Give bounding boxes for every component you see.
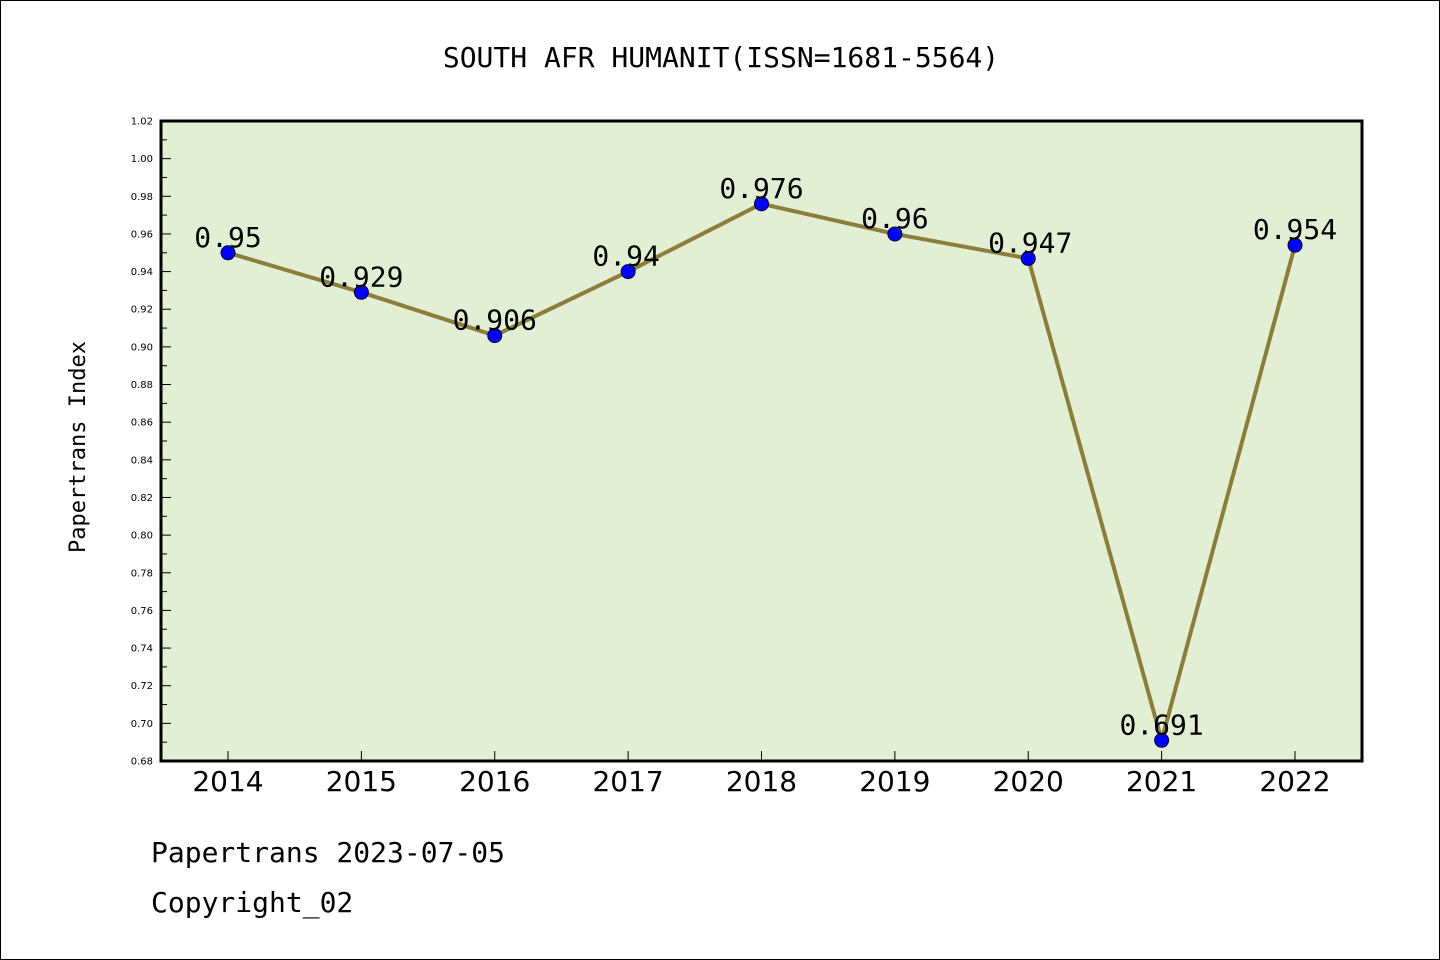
- plot-area: 0.68 0.70 0.72 0.74 0.76 0.78 0.80 0.82 0.84 0.86…: [131, 117, 1364, 798]
- y-tick-label: 1.00: [131, 154, 153, 165]
- data-point: [1154, 732, 1170, 748]
- y-tick-label: 0.98: [131, 192, 153, 203]
- y-tick-label: 0.70: [131, 719, 153, 730]
- plot-frame: [159, 119, 1364, 763]
- data-label: 0.929: [319, 260, 403, 293]
- data-label: 0.906: [453, 304, 537, 337]
- y-tick-label: 0.78: [131, 568, 153, 579]
- data-point: [353, 284, 369, 300]
- x-tick-label: 2014: [192, 765, 263, 798]
- y-tick-label: 0.94: [131, 267, 153, 278]
- x-tick-label: 2018: [726, 765, 797, 798]
- chart-title: SOUTH AFR HUMANIT(ISSN=1681-5564): [443, 41, 999, 74]
- x-tick-label: 2015: [326, 765, 397, 798]
- y-tick-label: 0.84: [131, 455, 153, 466]
- data-label: 0.94: [592, 240, 659, 273]
- x-tick-label: 2019: [859, 765, 930, 798]
- y-tick-label: 0.80: [131, 531, 153, 542]
- y-tick-label: 0.88: [131, 380, 153, 391]
- data-label: 0.947: [988, 226, 1072, 259]
- footer-date: Papertrans 2023-07-05: [151, 836, 506, 869]
- plot-background: [161, 121, 1362, 761]
- y-axis-label: Papertrans Index: [66, 341, 91, 553]
- y-tick-label: 1.02: [131, 117, 153, 128]
- y-tick-label: 0.86: [131, 418, 153, 429]
- x-tick-label: 2020: [993, 765, 1064, 798]
- y-tick-label: 0.68: [131, 757, 153, 768]
- data-point: [754, 196, 769, 212]
- data-point: [1020, 250, 1036, 266]
- y-tick-label: 0.90: [131, 342, 153, 353]
- x-tick-label: 2016: [459, 765, 530, 798]
- y-tick-label: 0.74: [131, 644, 153, 655]
- data-point: [1287, 237, 1303, 253]
- data-label: 0.691: [1119, 708, 1203, 741]
- data-label: 0.976: [719, 172, 803, 205]
- x-tick-label: 2021: [1126, 765, 1197, 798]
- data-point: [220, 245, 236, 261]
- y-tick-label: 0.96: [131, 229, 153, 240]
- x-tick-label: 2022: [1259, 765, 1330, 798]
- y-tick-label: 0.92: [131, 305, 153, 316]
- data-point: [620, 264, 636, 280]
- footer-copyright: Copyright_02: [151, 886, 354, 919]
- y-tick-label: 0.82: [131, 493, 153, 504]
- data-point: [887, 226, 903, 242]
- data-label: 0.95: [194, 221, 261, 254]
- y-tick-label: 0.76: [131, 606, 153, 617]
- y-tick-label: 0.72: [131, 681, 153, 692]
- data-label: 0.954: [1253, 213, 1337, 246]
- data-point: [487, 328, 503, 344]
- x-tick-label: 2017: [592, 765, 663, 798]
- data-label: 0.96: [861, 202, 928, 235]
